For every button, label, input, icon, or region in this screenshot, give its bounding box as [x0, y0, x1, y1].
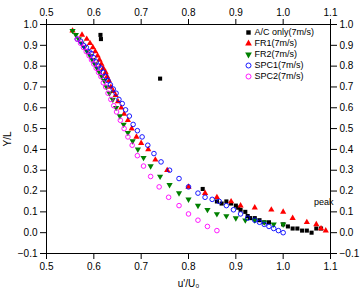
svg-text:0.9: 0.9: [229, 261, 243, 272]
svg-text:0.0: 0.0: [24, 227, 38, 238]
svg-text:0.5: 0.5: [24, 123, 38, 134]
svg-text:A/C only(7m/s): A/C only(7m/s): [255, 27, 315, 37]
svg-text:0.8: 0.8: [340, 60, 354, 71]
svg-text:0.8: 0.8: [182, 261, 196, 272]
svg-text:1.0: 1.0: [276, 261, 290, 272]
svg-text:0.6: 0.6: [87, 261, 101, 272]
svg-text:0.4: 0.4: [340, 144, 354, 155]
svg-text:0.7: 0.7: [134, 7, 148, 18]
svg-text:0.9: 0.9: [340, 40, 354, 51]
svg-text:−0.1: −0.1: [340, 248, 360, 259]
svg-text:0.5: 0.5: [40, 261, 54, 272]
svg-text:1.0: 1.0: [276, 7, 290, 18]
svg-text:0.7: 0.7: [134, 261, 148, 272]
svg-text:Y/L: Y/L: [2, 131, 13, 146]
svg-text:−0.1: −0.1: [18, 248, 38, 259]
svg-text:0.6: 0.6: [87, 7, 101, 18]
svg-text:0.1: 0.1: [24, 206, 38, 217]
svg-text:FR1(7m/s): FR1(7m/s): [255, 38, 298, 48]
svg-text:0.6: 0.6: [24, 102, 38, 113]
svg-text:1.0: 1.0: [340, 19, 354, 30]
svg-text:1.1: 1.1: [324, 7, 338, 18]
svg-text:SPC2(7m/s): SPC2(7m/s): [255, 71, 304, 81]
svg-text:0.8: 0.8: [182, 7, 196, 18]
svg-text:FR2(7m/s): FR2(7m/s): [255, 49, 298, 59]
svg-text:0.7: 0.7: [340, 81, 354, 92]
svg-text:0.3: 0.3: [340, 164, 354, 175]
svg-text:0.8: 0.8: [24, 60, 38, 71]
svg-text:0.9: 0.9: [24, 40, 38, 51]
svg-text:1.0: 1.0: [24, 19, 38, 30]
svg-text:0.5: 0.5: [40, 7, 54, 18]
svg-text:SPC1(7m/s): SPC1(7m/s): [255, 60, 304, 70]
svg-text:1.1: 1.1: [324, 261, 338, 272]
svg-text:u'/U₀: u'/U₀: [178, 278, 200, 289]
svg-text:0.9: 0.9: [229, 7, 243, 18]
svg-text:0.6: 0.6: [340, 102, 354, 113]
svg-text:0.3: 0.3: [24, 164, 38, 175]
svg-text:0.5: 0.5: [340, 123, 354, 134]
svg-text:0.7: 0.7: [24, 81, 38, 92]
svg-text:peak: peak: [314, 197, 334, 207]
svg-text:0.0: 0.0: [340, 227, 354, 238]
svg-text:0.4: 0.4: [24, 144, 38, 155]
svg-text:0.2: 0.2: [340, 185, 354, 196]
svg-text:0.2: 0.2: [24, 185, 38, 196]
svg-text:0.1: 0.1: [340, 206, 354, 217]
